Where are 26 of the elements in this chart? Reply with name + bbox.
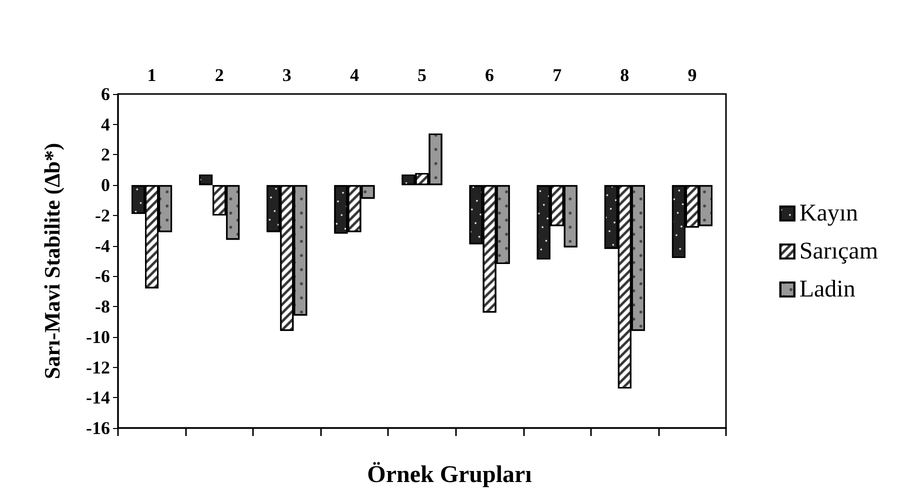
y-tick-label: -14 (86, 388, 110, 408)
x-tick-label: 9 (688, 65, 697, 85)
x-tick-label: 5 (418, 65, 426, 85)
y-tick-label: 0 (101, 175, 110, 196)
y-tick-label: 2 (101, 144, 110, 165)
legend-label: Kayın (799, 200, 858, 226)
x-tick-label: 4 (350, 65, 359, 85)
y-tick-label: -4 (95, 236, 110, 256)
y-tick-label: -6 (95, 266, 110, 286)
x-tick-label: 2 (214, 65, 224, 85)
y-tick-label: 6 (101, 84, 110, 104)
y-tick-label: -10 (86, 326, 110, 347)
x-tick-label: 1 (147, 65, 156, 85)
y-axis-title: Sarı-Mavi Stabilite (Δb*) (40, 142, 64, 380)
y-tick-label: -12 (86, 357, 110, 378)
x-tick-label: 6 (485, 65, 494, 85)
y-tick-label: 4 (101, 114, 110, 134)
legend-label: Sarıçam (799, 238, 878, 264)
x-axis-title: Örnek Grupları (367, 462, 532, 488)
x-tick-label: 3 (282, 65, 292, 85)
y-tick-label: -2 (95, 205, 110, 226)
y-tick-label: -8 (95, 296, 110, 317)
x-tick-label: 8 (620, 65, 630, 85)
legend-label: Ladin (799, 276, 856, 302)
y-tick-label: -16 (86, 418, 110, 438)
x-tick-label: 7 (552, 65, 562, 85)
